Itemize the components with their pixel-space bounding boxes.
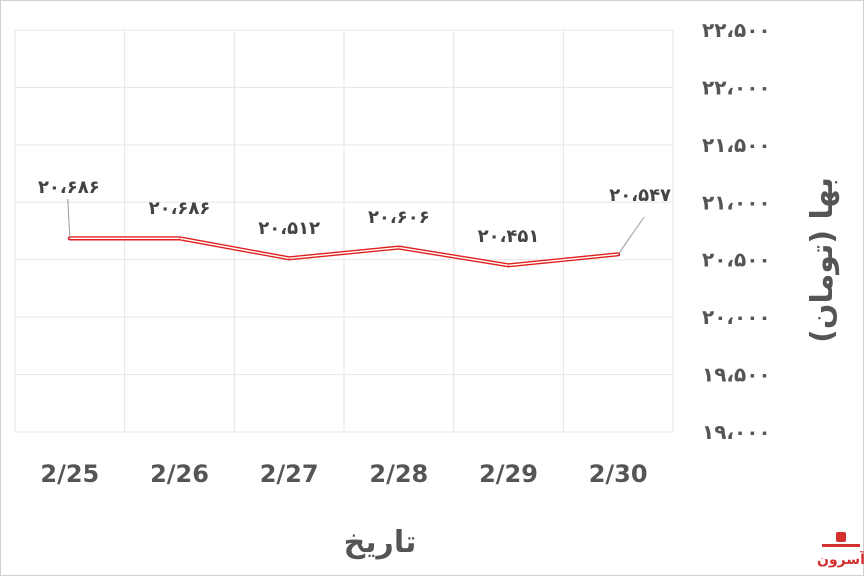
- y-tick-label: ۲۰،۵۰۰: [702, 248, 771, 272]
- data-labels: ۲۰،۶۸۶ ۲۰،۶۸۶ ۲۰،۵۱۲ ۲۰،۶۰۶ ۲۰،۴۵۱ ۲۰،۵۴۷: [38, 177, 671, 255]
- data-label: ۲۰،۶۸۶: [149, 198, 211, 219]
- y-tick-label: ۲۰،۰۰۰: [702, 305, 771, 329]
- x-axis-ticks: 2/25 2/26 2/27 2/28 2/29 2/30: [40, 460, 647, 488]
- y-tick-label: ۲۱،۰۰۰: [702, 190, 771, 214]
- y-tick-label: ۱۹،۰۰۰: [702, 420, 771, 444]
- logo-mark: [836, 532, 846, 542]
- gridlines: [14, 29, 674, 433]
- logo-text: آسرون: [817, 550, 864, 568]
- x-tick-label: 2/27: [260, 460, 319, 488]
- data-point: [398, 247, 400, 249]
- data-label: ۲۰،۶۸۶: [38, 177, 100, 198]
- data-point: [288, 257, 290, 259]
- series-line-highlight: [69, 237, 619, 267]
- logo-mark-base: [822, 544, 860, 547]
- x-tick-label: 2/29: [479, 460, 538, 488]
- data-point: [179, 237, 180, 239]
- y-axis-ticks: ۱۹،۰۰۰ ۱۹،۵۰۰ ۲۰،۰۰۰ ۲۰،۵۰۰ ۲۱،۰۰۰ ۲۱،۵۰۰ ۲۲،۰…: [702, 18, 771, 444]
- y-tick-label: ۲۲،۵۰۰: [702, 18, 771, 42]
- data-label: ۲۰،۵۴۷: [609, 185, 671, 206]
- x-tick-label: 2/30: [589, 460, 648, 488]
- data-label: ۲۰،۵۱۲: [258, 218, 320, 239]
- y-axis-title: بها (تومان): [805, 177, 840, 343]
- x-axis-title: تاریخ: [344, 525, 417, 560]
- y-tick-label: ۲۱،۵۰۰: [702, 133, 771, 157]
- y-tick-label: ۱۹،۵۰۰: [702, 363, 771, 387]
- data-point: [508, 264, 509, 266]
- x-tick-label: 2/26: [150, 460, 209, 488]
- x-tick-label: 2/25: [40, 460, 99, 488]
- data-label: ۲۰،۶۰۶: [368, 207, 430, 228]
- leader-line: [617, 216, 645, 255]
- leader-line: [67, 198, 71, 239]
- y-tick-label: ۲۲،۰۰۰: [702, 75, 771, 99]
- x-tick-label: 2/28: [369, 460, 428, 488]
- brand-logo: آسرون: [817, 532, 864, 568]
- data-label: ۲۰،۴۵۱: [478, 226, 540, 247]
